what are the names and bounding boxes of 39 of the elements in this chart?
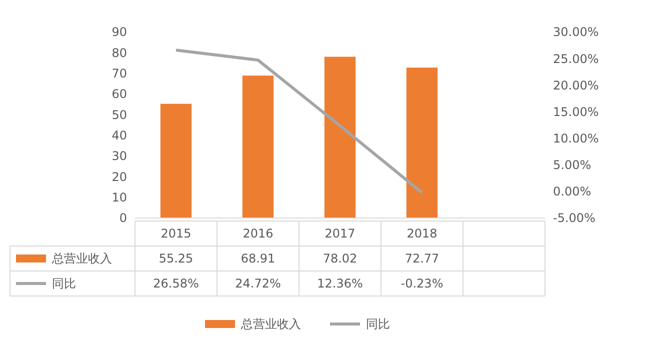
- y-tick-label: 40: [112, 128, 127, 143]
- bar: [406, 68, 438, 218]
- line-series: [174, 48, 424, 194]
- data-label: 55.25: [158, 252, 194, 266]
- y-tick-label: 10: [112, 190, 127, 205]
- data-label: -0.23%: [400, 276, 444, 291]
- text: 总营业收入: [241, 317, 301, 332]
- legend-label: 同比: [366, 317, 390, 332]
- text: 同比: [52, 276, 76, 291]
- x-tick-label: 2016: [242, 226, 274, 241]
- x-tick-label: 2018: [406, 226, 438, 241]
- y2-tick-label: 5.00%: [553, 158, 592, 172]
- bar: [324, 56, 356, 218]
- y-tick-label: 30: [112, 149, 127, 164]
- x-tick-label: 2015: [160, 226, 192, 241]
- y-tick-label: 70: [112, 66, 127, 81]
- data-label: 26.58%: [153, 276, 199, 291]
- y2-tick-label: 0.00%: [553, 184, 592, 199]
- y-tick-label: 60: [112, 87, 127, 102]
- bar: [160, 104, 192, 218]
- y2-tick-label: 25.00%: [553, 52, 599, 66]
- data-label: 72.77: [404, 252, 440, 266]
- data-label: 24.72%: [235, 276, 281, 291]
- y2-tick-label: 15.00%: [553, 104, 599, 119]
- y2-tick-label: 30.00%: [553, 25, 599, 40]
- y2-tick-label: 20.00%: [553, 78, 599, 92]
- data-label: 12.36%: [317, 276, 363, 291]
- y2-tick-label: -5.00%: [553, 211, 596, 226]
- y-tick-label: 20: [112, 170, 127, 184]
- y-tick-label: 80: [112, 46, 127, 60]
- x-tick-label: 2017: [324, 226, 356, 241]
- y-tick-label: 50: [112, 108, 127, 122]
- legend-label: 总营业收入: [51, 252, 112, 266]
- bar: [242, 76, 274, 218]
- y-tick-label: 90: [112, 25, 127, 40]
- data-label: 68.91: [240, 252, 276, 266]
- y2-tick-label: 10.00%: [553, 131, 599, 146]
- y-tick-label: 0: [119, 211, 127, 226]
- data-label: 78.02: [322, 252, 358, 266]
